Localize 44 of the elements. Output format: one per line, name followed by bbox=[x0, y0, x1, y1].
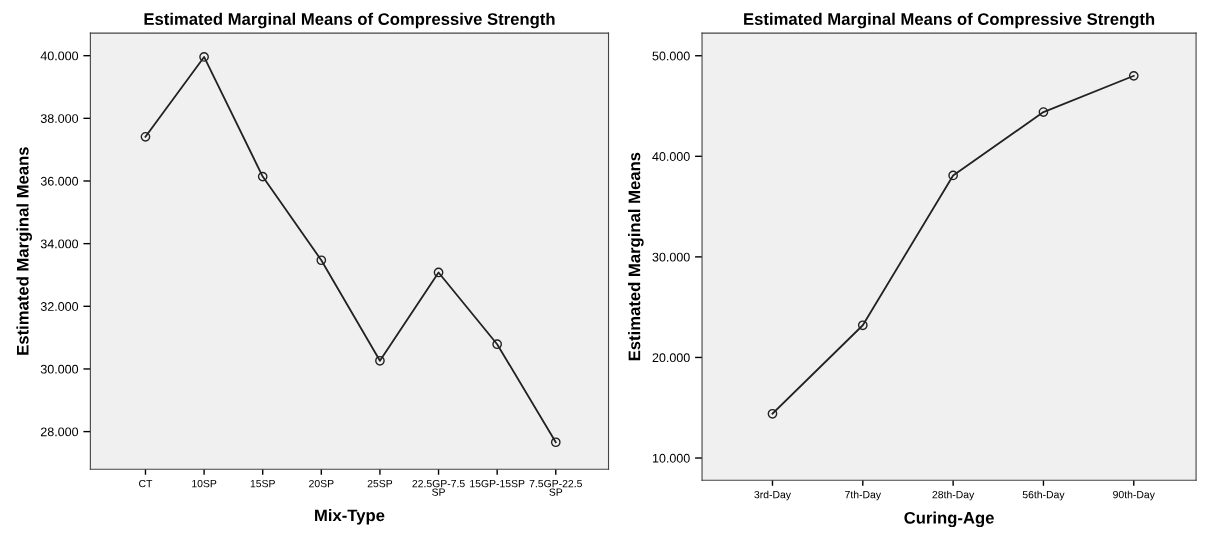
x-tick-label: 25SP bbox=[367, 479, 393, 488]
point bbox=[140, 131, 151, 142]
x-tick-label: 28th-Day bbox=[932, 490, 975, 501]
point bbox=[433, 267, 444, 278]
x-tick-label: 3rd-Day bbox=[754, 490, 791, 501]
point bbox=[316, 255, 327, 266]
y-tick-label: 10.000 bbox=[652, 453, 690, 463]
x-tick-label: CT bbox=[139, 479, 153, 488]
y-tick-label: 36.000 bbox=[40, 176, 79, 186]
x-tick-label: 10SP bbox=[192, 479, 217, 488]
x-tick-label: 7th-Day bbox=[845, 490, 882, 501]
y-tick-label: 30.000 bbox=[40, 364, 79, 374]
point bbox=[199, 52, 209, 62]
y-tick-label: 34.000 bbox=[40, 239, 79, 249]
point bbox=[948, 170, 958, 181]
point bbox=[857, 320, 868, 331]
y-tick-label: 30.000 bbox=[652, 252, 690, 262]
y-tick-label: 20.000 bbox=[652, 353, 690, 363]
x-tick-label: 20SP bbox=[309, 479, 334, 488]
y-tick-label: 40.000 bbox=[652, 152, 690, 161]
point bbox=[257, 171, 268, 182]
x-tick-label: 15GP-15SP bbox=[470, 479, 525, 488]
chart-title: Estimated Marginal Means of Compressive Strength bbox=[744, 12, 1155, 29]
x-tick-label: 15SP bbox=[250, 479, 275, 488]
x-tick-label: 56th-Day bbox=[1022, 490, 1065, 501]
point bbox=[767, 408, 778, 419]
y-tick-label: 38.000 bbox=[40, 114, 79, 123]
chart-title: Estimated Marginal Means of Compressive Strength bbox=[144, 12, 555, 29]
y-axis-title: Estimated Marginal Means bbox=[628, 152, 644, 361]
y-tick-label: 40.000 bbox=[40, 51, 79, 61]
y-tick-label: 32.000 bbox=[40, 302, 79, 311]
x-axis-title: Mix-Type bbox=[315, 509, 385, 525]
x-tick-label: 90th-Day bbox=[1113, 490, 1155, 501]
y-axis-title: Estimated Marginal Means bbox=[16, 147, 33, 355]
point bbox=[492, 339, 503, 350]
point bbox=[1128, 70, 1139, 81]
point bbox=[1038, 107, 1049, 117]
x-tick-label: 22.5GP-7.5 SP bbox=[412, 479, 465, 496]
y-tick-label: 50.000 bbox=[652, 51, 690, 61]
point bbox=[375, 355, 385, 366]
x-axis-title: Curing-Age bbox=[904, 511, 994, 528]
y-tick-label: 28.000 bbox=[40, 427, 79, 437]
x-tick-label: 7.5GP-22.5 SP bbox=[529, 479, 582, 496]
point bbox=[550, 437, 561, 448]
